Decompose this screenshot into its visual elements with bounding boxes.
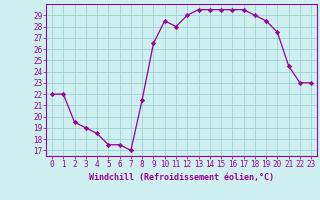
X-axis label: Windchill (Refroidissement éolien,°C): Windchill (Refroidissement éolien,°C): [89, 173, 274, 182]
